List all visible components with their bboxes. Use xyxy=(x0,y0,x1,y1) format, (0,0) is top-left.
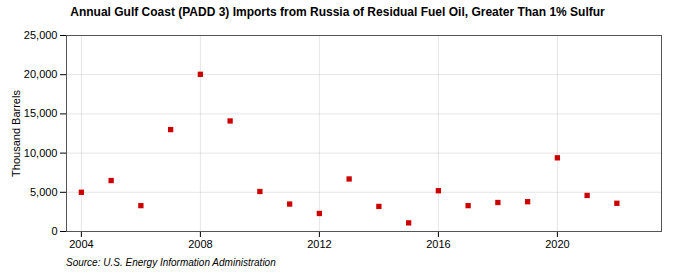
svg-text:10,000: 10,000 xyxy=(24,147,58,159)
svg-text:15,000: 15,000 xyxy=(24,107,58,119)
svg-text:2008: 2008 xyxy=(188,238,212,250)
svg-text:2020: 2020 xyxy=(545,238,569,250)
svg-text:20,000: 20,000 xyxy=(24,68,58,80)
svg-text:2012: 2012 xyxy=(307,238,331,250)
svg-text:Thousand Barrels: Thousand Barrels xyxy=(10,90,22,177)
svg-text:2016: 2016 xyxy=(426,238,450,250)
svg-text:2004: 2004 xyxy=(69,238,93,250)
html-text:Annual Gulf Coast (PADD 3) Imp: Annual Gulf Coast (PADD 3) Imports from … xyxy=(70,5,605,19)
html-text:Source: U.S. Energy Informatio: Source: U.S. Energy Information Administ… xyxy=(66,257,276,268)
svg-text:25,000: 25,000 xyxy=(24,29,58,41)
svg-text:5,000: 5,000 xyxy=(30,186,58,198)
svg-text:0: 0 xyxy=(51,225,57,237)
